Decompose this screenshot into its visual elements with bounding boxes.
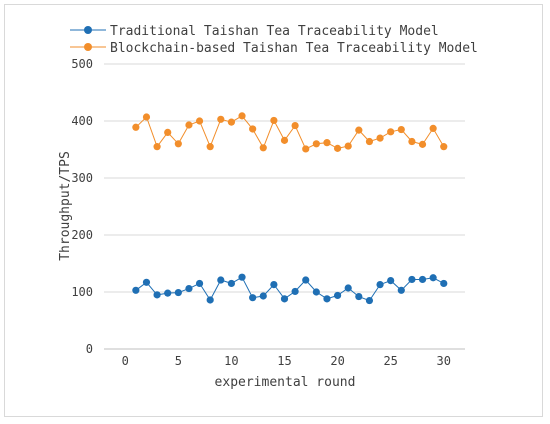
x-tick-label: 30 (437, 354, 451, 368)
legend-marker (84, 26, 92, 34)
data-point (312, 140, 320, 148)
y-axis-ticks: 0 100 200 300 400 500 (71, 57, 93, 356)
data-point (142, 113, 151, 121)
y-tick-label: 200 (71, 228, 93, 242)
data-point (355, 292, 363, 301)
data-point (344, 142, 352, 150)
data-point (217, 115, 225, 123)
data-point (280, 295, 289, 303)
data-point (397, 125, 405, 134)
x-axis-title: experimental round (215, 375, 356, 390)
x-tick-label: 20 (330, 354, 344, 368)
data-point (302, 145, 310, 153)
data-point (132, 286, 140, 294)
data-point (174, 140, 182, 148)
data-point (270, 116, 278, 125)
data-point (387, 277, 395, 285)
legend-label-blockchain: Blockchain-based Taishan Tea Traceabilit… (110, 41, 478, 56)
legend: Traditional Taishan Tea Traceability Mod… (70, 24, 478, 56)
data-point (323, 295, 331, 303)
data-point (206, 296, 214, 304)
data-point (387, 128, 395, 136)
data-point (440, 279, 448, 288)
data-point (164, 289, 172, 297)
y-tick-label: 300 (71, 171, 93, 185)
x-tick-label: 15 (277, 354, 291, 368)
y-tick-label: 400 (71, 114, 93, 128)
data-point (365, 137, 374, 146)
data-point (333, 144, 342, 152)
data-point (174, 288, 182, 297)
x-tick-label: 25 (383, 354, 397, 368)
data-point (397, 286, 405, 294)
x-tick-label: 0 (122, 354, 129, 368)
y-axis-title: Throughput/TPS (58, 151, 73, 261)
data-point (195, 117, 204, 125)
data-point (206, 143, 214, 151)
data-point (153, 291, 161, 299)
legend-item-blockchain: Blockchain-based Taishan Tea Traceabilit… (70, 41, 478, 56)
grid-lines (104, 63, 465, 350)
data-point (429, 124, 437, 133)
data-point (185, 121, 193, 129)
chart-frame (4, 4, 543, 417)
legend-marker (84, 43, 92, 51)
data-point (195, 279, 204, 288)
series-group (132, 112, 448, 305)
series-1 (132, 112, 448, 153)
data-point (164, 128, 172, 136)
data-point (291, 287, 299, 296)
data-point (408, 275, 416, 284)
data-point (376, 134, 384, 142)
data-point (376, 280, 384, 289)
data-point (323, 139, 331, 147)
data-point (249, 294, 257, 302)
data-point (440, 143, 448, 151)
data-point (408, 137, 416, 146)
data-point (344, 284, 352, 292)
data-point (153, 143, 161, 151)
data-point (249, 125, 257, 133)
y-tick-label: 0 (86, 342, 93, 356)
data-point (280, 136, 289, 144)
data-point (132, 123, 140, 131)
data-point (429, 274, 437, 282)
data-point (227, 118, 236, 126)
x-tick-label: 5 (175, 354, 182, 368)
data-point (355, 126, 363, 134)
data-point (238, 112, 246, 120)
data-point (418, 140, 427, 148)
data-point (418, 275, 427, 284)
data-point (217, 276, 225, 284)
x-axis-ticks: 0 5 10 15 20 25 30 (122, 354, 451, 368)
data-point (270, 280, 278, 289)
y-tick-label: 100 (71, 285, 93, 299)
legend-label-traditional: Traditional Taishan Tea Traceability Mod… (110, 24, 439, 39)
series-line (135, 276, 445, 302)
x-tick-label: 10 (224, 354, 238, 368)
data-point (365, 296, 374, 305)
data-point (312, 288, 320, 296)
data-point (259, 292, 267, 300)
y-tick-label: 500 (71, 57, 93, 71)
legend-item-traditional: Traditional Taishan Tea Traceability Mod… (70, 24, 439, 39)
data-point (259, 144, 267, 152)
data-point (142, 278, 151, 286)
data-point (333, 291, 342, 300)
data-point (291, 121, 299, 130)
data-point (302, 276, 310, 284)
data-point (238, 273, 246, 281)
data-point (185, 284, 193, 293)
data-point (227, 279, 236, 288)
series-0 (132, 273, 448, 305)
